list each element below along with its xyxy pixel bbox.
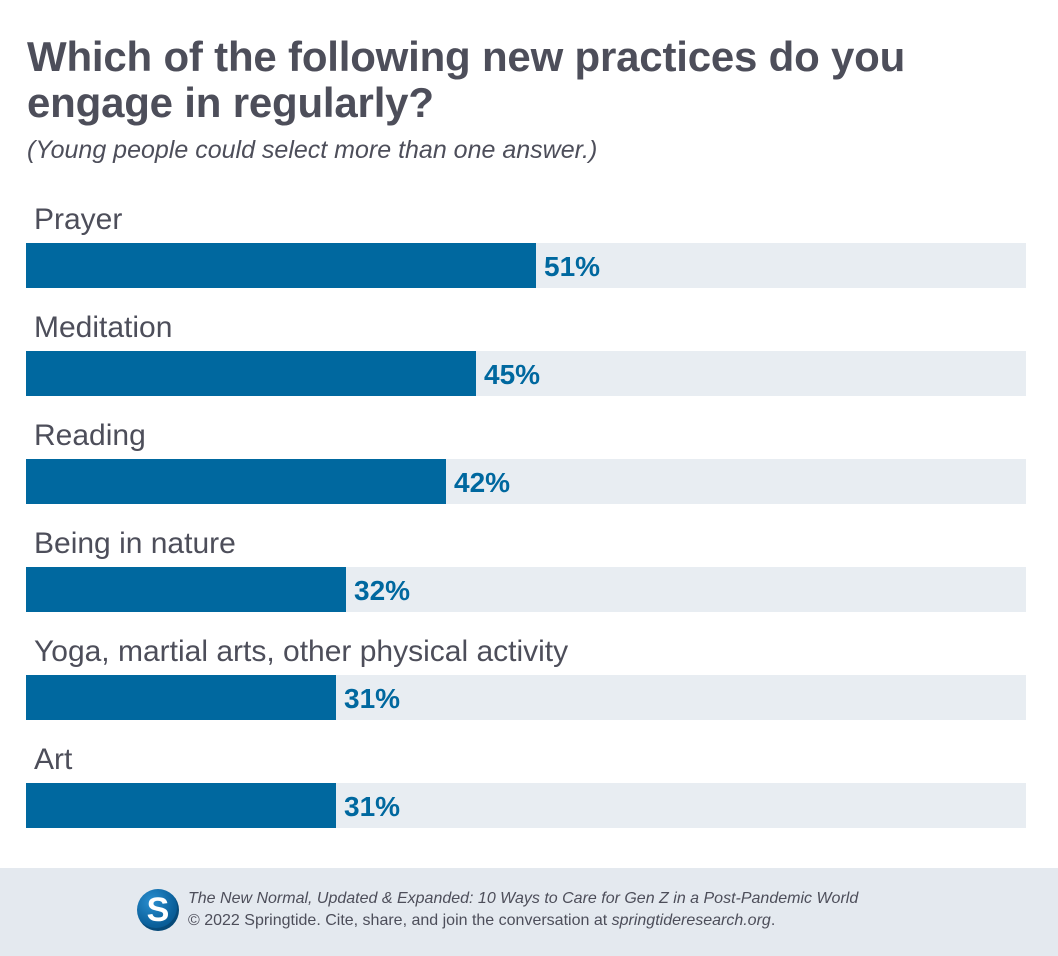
category-label-yoga-martial-arts-other-physical-activity: Yoga, martial arts, other physical activ… [34, 635, 568, 668]
footer: S The New Normal, Updated & Expanded: 10… [0, 868, 1058, 956]
footer-period: . [770, 912, 776, 929]
logo-letter: S [146, 891, 170, 929]
category-label-being-in-nature: Being in nature [34, 527, 236, 560]
footer-text: The New Normal, Updated & Expanded: 10 W… [188, 888, 1048, 932]
bar-reading [26, 459, 446, 504]
category-label-prayer: Prayer [34, 203, 122, 236]
category-label-reading: Reading [34, 419, 146, 452]
category-label-art: Art [34, 743, 73, 776]
springtide-logo: S [137, 889, 179, 931]
bar-prayer [26, 243, 536, 288]
bar-being-in-nature [26, 567, 346, 612]
value-label-prayer: 51% [544, 251, 600, 282]
value-label-art: 31% [344, 791, 400, 822]
category-label-meditation: Meditation [34, 311, 172, 344]
bar-chart: Prayer 51% Meditation 45% Reading 42% Being in… [26, 203, 1026, 828]
footer-website-link[interactable]: springtideresearch.org [611, 912, 771, 929]
footer-copyright-text: © 2022 Springtide. Cite, share, and join… [188, 912, 612, 929]
footer-copyright: © 2022 Springtide. Cite, share, and join… [188, 910, 1048, 932]
bar-art [26, 783, 336, 828]
value-label-reading: 42% [454, 467, 510, 498]
bar-yoga-martial-arts-other-physical-activity [26, 675, 336, 720]
footer-source: The New Normal, Updated & Expanded: 10 W… [188, 890, 859, 907]
value-label-being-in-nature: 32% [354, 575, 410, 606]
chart-subtitle: (Young people could select more than one… [27, 136, 598, 164]
value-label-meditation: 45% [484, 359, 540, 390]
value-label-yoga-martial-arts-other-physical-activity: 31% [344, 683, 400, 714]
chart-title: Which of the following new practices do … [27, 33, 906, 126]
bar-meditation [26, 351, 476, 396]
